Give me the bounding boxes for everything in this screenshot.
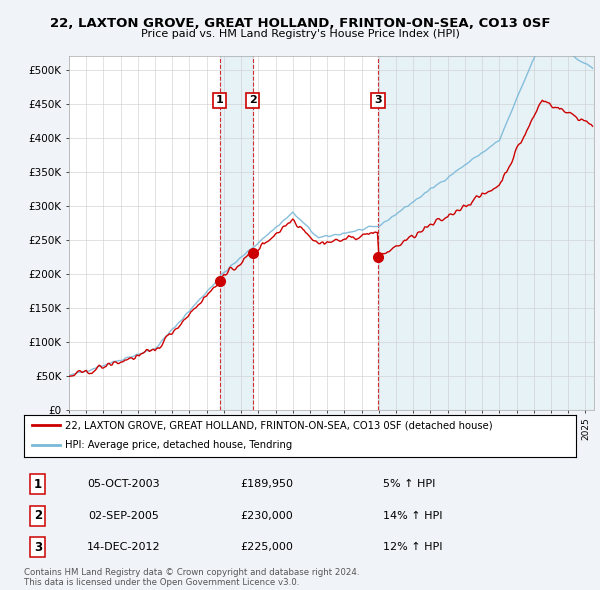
Text: 05-OCT-2003: 05-OCT-2003 (87, 479, 160, 489)
Bar (378, 56, 594, 410)
Text: £189,950: £189,950 (241, 479, 293, 489)
Text: 02-SEP-2005: 02-SEP-2005 (88, 511, 159, 521)
Text: 1: 1 (216, 96, 223, 105)
Text: 3: 3 (374, 96, 382, 105)
Text: 14% ↑ HPI: 14% ↑ HPI (383, 511, 442, 521)
Text: 22, LAXTON GROVE, GREAT HOLLAND, FRINTON-ON-SEA, CO13 0SF (detached house): 22, LAXTON GROVE, GREAT HOLLAND, FRINTON… (65, 421, 493, 430)
Text: 12% ↑ HPI: 12% ↑ HPI (383, 542, 442, 552)
Text: Price paid vs. HM Land Registry's House Price Index (HPI): Price paid vs. HM Land Registry's House … (140, 29, 460, 39)
Text: HPI: Average price, detached house, Tendring: HPI: Average price, detached house, Tend… (65, 440, 293, 450)
Text: 3: 3 (34, 540, 42, 553)
Text: 2: 2 (34, 509, 42, 522)
Text: Contains HM Land Registry data © Crown copyright and database right 2024.: Contains HM Land Registry data © Crown c… (24, 568, 359, 576)
Text: This data is licensed under the Open Government Licence v3.0.: This data is licensed under the Open Gov… (24, 578, 299, 587)
Text: 14-DEC-2012: 14-DEC-2012 (86, 542, 160, 552)
Text: £230,000: £230,000 (241, 511, 293, 521)
Text: £225,000: £225,000 (241, 542, 293, 552)
Bar (220, 56, 253, 410)
Text: 2: 2 (249, 96, 257, 105)
Text: 5% ↑ HPI: 5% ↑ HPI (383, 479, 435, 489)
Text: 22, LAXTON GROVE, GREAT HOLLAND, FRINTON-ON-SEA, CO13 0SF: 22, LAXTON GROVE, GREAT HOLLAND, FRINTON… (50, 17, 550, 30)
Text: 1: 1 (34, 478, 42, 491)
